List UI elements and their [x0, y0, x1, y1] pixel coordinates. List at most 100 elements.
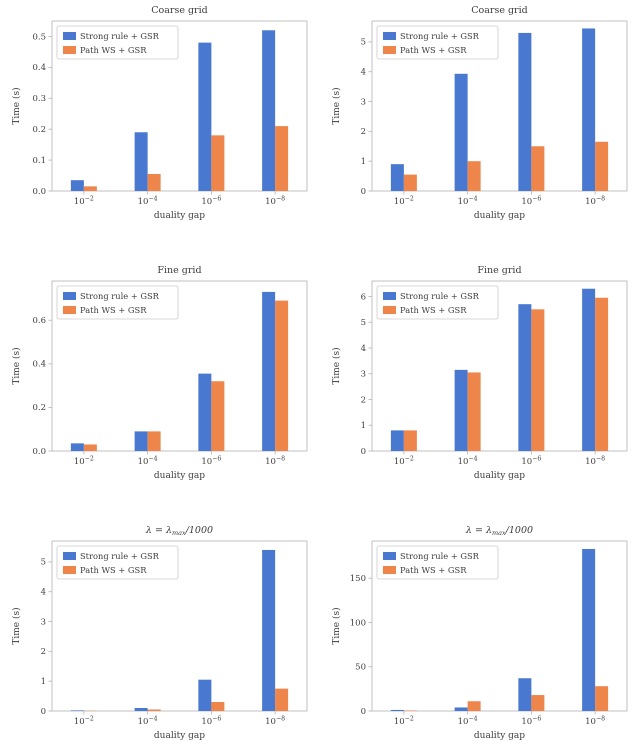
legend-label: Path WS + GSR — [400, 565, 467, 575]
plot-area — [371, 280, 628, 452]
x-tick-label: 10−2 — [74, 196, 94, 208]
legend-swatch-orange — [383, 306, 396, 314]
y-axis-label: Time (s) — [331, 87, 342, 124]
bar-blue-0 — [390, 430, 404, 451]
legend-label: Strong rule + GSR — [400, 291, 480, 301]
bar-blue-3 — [262, 30, 276, 191]
bar-orange-3 — [275, 688, 289, 711]
x-tick-label: 10−6 — [201, 716, 221, 728]
x-tick-label: 10−2 — [394, 456, 414, 468]
bar-blue-2 — [518, 304, 532, 451]
bar-blue-0 — [390, 709, 404, 711]
bar-orange-0 — [83, 186, 97, 191]
bar-orange-2 — [531, 146, 545, 191]
y-tick-label: 6 — [361, 292, 366, 302]
bar-blue-2 — [518, 32, 532, 191]
y-tick-label: 4 — [361, 68, 366, 78]
y-tick-label: 0.2 — [32, 125, 46, 135]
y-tick-label: 50 — [355, 663, 366, 673]
y-tick-label: 1 — [361, 157, 366, 167]
bar-orange-1 — [147, 431, 161, 451]
chart-fine-grid-left-canvas: 0.0 0.2 0.4 0.6 10−2 10−4 10−6 10−8 Fine grid dua… — [11, 265, 308, 481]
y-tick-label: 150 — [350, 574, 366, 584]
y-tick-label: 0.2 — [32, 403, 46, 413]
bar-blue-0 — [70, 710, 84, 711]
x-tick-label: 10−4 — [138, 716, 158, 728]
y-tick-label: 0 — [41, 707, 46, 717]
bar-blue-2 — [518, 678, 532, 711]
legend-label: Strong rule + GSR — [80, 31, 160, 41]
bar-blue-0 — [70, 443, 84, 451]
x-tick-label: 10−6 — [521, 716, 541, 728]
bar-orange-1 — [467, 701, 481, 711]
x-axis-label: duality gap — [154, 731, 205, 741]
bar-orange-1 — [147, 174, 161, 191]
legend-label: Path WS + GSR — [400, 305, 467, 315]
bar-orange-1 — [467, 161, 481, 191]
x-tick-label: 10−2 — [394, 716, 414, 728]
y-tick-label: 5 — [361, 318, 366, 328]
x-tick-label: 10−8 — [585, 196, 605, 208]
y-axis-label: Time (s) — [11, 347, 22, 384]
y-tick-label: 100 — [350, 618, 366, 628]
chart-coarse-grid-left: 0.0 0.1 0.2 0.3 0.4 0.5 10−2 10−4 10−6 10−8 Coarse… — [6, 3, 314, 235]
y-tick-label: 0.4 — [32, 360, 46, 370]
bar-orange-3 — [275, 126, 289, 191]
chart-lambda-left-canvas: 0 1 2 3 4 5 10−2 10−4 10−6 10−8 λ = λmax/1000 duali… — [11, 525, 308, 741]
x-tick-label: 10−4 — [138, 456, 158, 468]
bar-orange-0 — [403, 174, 417, 191]
legend-label: Strong rule + GSR — [80, 551, 160, 561]
chart-title: Fine grid — [477, 265, 521, 276]
x-tick-label: 10−2 — [394, 196, 414, 208]
plot-area — [51, 280, 308, 452]
legend-swatch-orange — [63, 46, 76, 54]
y-tick-label: 0.0 — [32, 447, 46, 457]
bar-orange-3 — [595, 686, 609, 711]
bar-blue-1 — [454, 369, 468, 451]
bar-orange-2 — [211, 135, 225, 191]
legend-label: Path WS + GSR — [80, 305, 147, 315]
legend-label: Strong rule + GSR — [400, 31, 480, 41]
x-tick-label: 10−8 — [265, 456, 285, 468]
chart-lambda-right: 0 50 100 150 10−2 10−4 10−6 10−8 λ = λmax/1000 du… — [326, 523, 634, 755]
bar-blue-1 — [454, 707, 468, 711]
x-tick-label: 10−6 — [521, 196, 541, 208]
chart-fine-grid-right-canvas: 0 1 2 3 4 5 6 10−2 10−4 10−6 10−8 Fine grid duality … — [331, 265, 628, 481]
legend-swatch-orange — [383, 566, 396, 574]
x-tick-label: 10−2 — [74, 716, 94, 728]
y-tick-label: 0.1 — [32, 156, 46, 166]
x-tick-label: 10−8 — [585, 716, 605, 728]
chart-lambda-left: 0 1 2 3 4 5 10−2 10−4 10−6 10−8 λ = λmax/1000 duali… — [6, 523, 314, 755]
x-tick-label: 10−6 — [521, 456, 541, 468]
x-tick-label: 10−6 — [201, 456, 221, 468]
x-tick-label: 10−4 — [458, 456, 478, 468]
y-tick-label: 3 — [361, 97, 366, 107]
chart-coarse-grid-left-canvas: 0.0 0.1 0.2 0.3 0.4 0.5 10−2 10−4 10−6 10−8 Coarse… — [11, 5, 308, 221]
y-tick-label: 4 — [41, 588, 46, 598]
y-tick-label: 0.3 — [32, 94, 46, 104]
bar-blue-1 — [454, 73, 468, 191]
y-tick-label: 3 — [41, 617, 46, 627]
y-axis-label: Time (s) — [11, 607, 22, 644]
y-tick-label: 0 — [361, 707, 366, 717]
legend-label: Strong rule + GSR — [400, 551, 480, 561]
bar-blue-0 — [70, 180, 84, 191]
chart-fine-grid-left: 0.0 0.2 0.4 0.6 10−2 10−4 10−6 10−8 Fine grid dua… — [6, 263, 314, 495]
legend-box — [376, 25, 499, 60]
x-axis-label: duality gap — [474, 211, 525, 221]
bar-orange-1 — [467, 372, 481, 451]
legend-box — [56, 285, 179, 320]
y-axis-label: Time (s) — [331, 347, 342, 384]
x-tick-label: 10−8 — [265, 716, 285, 728]
legend-box — [56, 545, 179, 580]
y-tick-label: 0 — [361, 187, 366, 197]
x-tick-label: 10−2 — [74, 456, 94, 468]
chart-title: λ = λmax/1000 — [465, 525, 533, 537]
bar-blue-3 — [262, 291, 276, 451]
bar-orange-3 — [595, 297, 609, 451]
bar-orange-2 — [531, 695, 545, 711]
x-tick-label: 10−8 — [265, 196, 285, 208]
chart-lambda-right-canvas: 0 50 100 150 10−2 10−4 10−6 10−8 λ = λmax/1000 du… — [331, 525, 628, 741]
bar-orange-0 — [83, 444, 97, 451]
